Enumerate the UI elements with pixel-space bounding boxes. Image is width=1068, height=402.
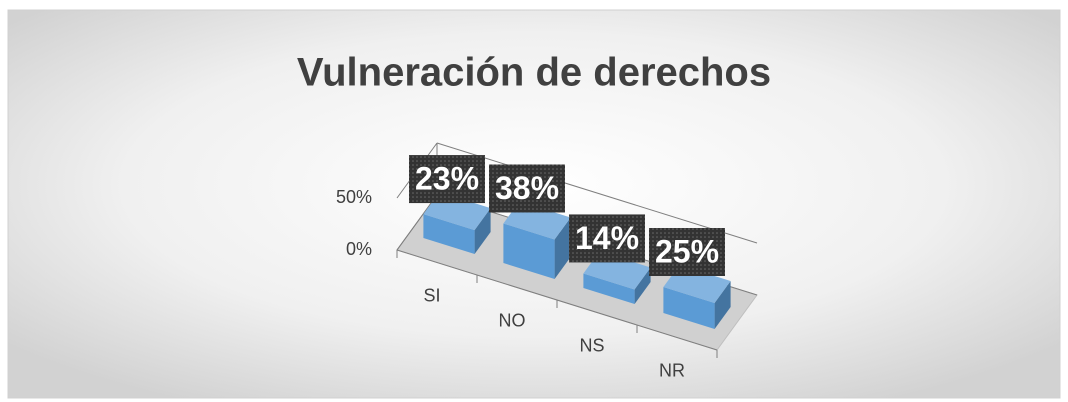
bar-side xyxy=(474,208,491,254)
y-tick-label: 0% xyxy=(346,239,372,259)
bar-side xyxy=(554,217,571,279)
data-label-box xyxy=(409,155,485,204)
data-label-box xyxy=(489,164,565,213)
x-tick-label: SI xyxy=(423,285,440,305)
x-tick-label: NR xyxy=(659,360,685,380)
x-tick-label: NS xyxy=(579,335,604,355)
data-label: 38% xyxy=(495,170,559,206)
data-label: 23% xyxy=(415,161,479,197)
grid-line xyxy=(436,142,758,244)
data-label-box xyxy=(649,228,725,276)
data-label-box xyxy=(569,214,645,263)
chart-title: Vulneración de derechos xyxy=(297,51,771,95)
bar-front xyxy=(583,273,635,304)
x-tick-label: NO xyxy=(499,310,526,330)
y-tick-label: 50% xyxy=(336,187,372,207)
data-label: 25% xyxy=(655,233,719,269)
bar-side xyxy=(634,267,651,304)
bar-front xyxy=(503,223,555,279)
grid-line xyxy=(396,194,438,251)
bar-front xyxy=(663,287,715,329)
bar-front xyxy=(423,214,475,254)
data-label: 14% xyxy=(575,220,639,256)
bar-side xyxy=(714,281,731,329)
